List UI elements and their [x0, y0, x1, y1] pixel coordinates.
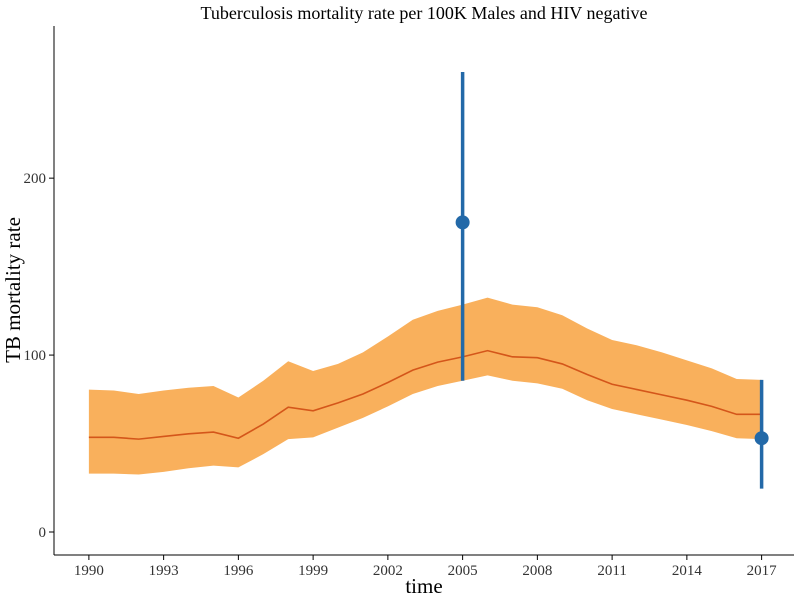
- data-point: [754, 431, 769, 446]
- y-tick-label: 0: [39, 525, 47, 541]
- plot-area: [88, 72, 769, 489]
- x-tick-label: 2017: [747, 563, 778, 579]
- x-tick-label: 1996: [223, 563, 254, 579]
- y-tick-label: 200: [24, 171, 47, 187]
- x-tick-label: 1993: [149, 563, 179, 579]
- x-tick-label: 2014: [672, 563, 703, 579]
- y-axis-title: TB mortality rate: [1, 217, 25, 363]
- data-point: [455, 215, 470, 230]
- y-axis-ticks: 0 100 200: [24, 171, 54, 541]
- x-axis-title: time: [405, 574, 442, 598]
- y-tick-label: 100: [24, 348, 47, 364]
- x-tick-label: 1999: [298, 563, 328, 579]
- x-tick-label: 2005: [448, 563, 478, 579]
- x-axis-ticks: 1990 1993 1996 1999 2002 2005 2008 2011 2014 2017: [74, 555, 777, 579]
- chart-title: Tuberculosis mortality rate per 100K Mal…: [201, 3, 648, 23]
- x-tick-label: 1990: [74, 563, 104, 579]
- estimate-line: [88, 349, 762, 440]
- x-tick-label: 2002: [373, 563, 403, 579]
- x-tick-label: 2008: [522, 563, 552, 579]
- x-tick-label: 2011: [597, 563, 626, 579]
- uncertainty-band: [88, 297, 762, 475]
